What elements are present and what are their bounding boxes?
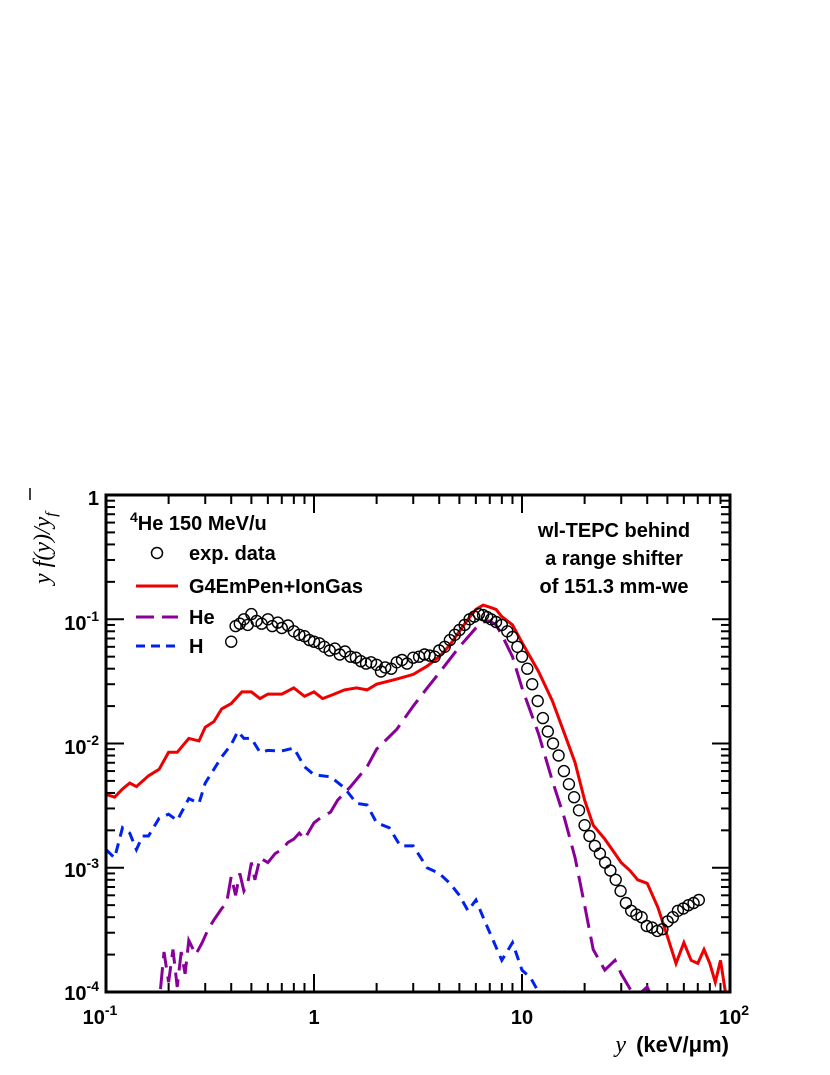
exp-data-point <box>583 829 596 843</box>
exp-data-point <box>536 711 550 725</box>
x-tick-label-1: 1 <box>308 1007 319 1029</box>
series-h-line <box>106 728 567 992</box>
y-tick-label-1e-1: 10-1 <box>64 608 99 635</box>
exp-data-point <box>344 650 357 663</box>
exp-data-point <box>593 847 607 860</box>
plot-frame <box>104 493 732 994</box>
exp-data-point <box>407 651 420 664</box>
exp-data-point <box>526 678 539 691</box>
exp-data-point <box>379 661 392 674</box>
exp-data-point <box>428 650 441 663</box>
exp-data-point <box>557 764 571 778</box>
exp-data-point <box>552 749 565 762</box>
exp-data-point <box>521 662 534 675</box>
exp-data-point <box>531 694 544 708</box>
exp-data-point <box>546 737 560 750</box>
exp-data-point <box>604 864 617 877</box>
exp-data-point <box>489 615 503 629</box>
legend-title: 4He 150 MeV/u <box>130 509 267 535</box>
annotation-line-3: of 151.3 mm-we <box>540 576 689 598</box>
x-axis-title: y (keV/μm) <box>613 1032 729 1058</box>
annotation-line-2: a range shifter <box>545 548 683 570</box>
exp-data-point <box>370 658 383 671</box>
exp-data-point <box>567 791 581 804</box>
annotation: wl-TEPC behind a range shifter of 151.3 … <box>537 520 690 598</box>
exp-data-point <box>614 884 627 898</box>
legend-label-total: G4EmPen+IonGas <box>189 576 363 598</box>
exp-data-point <box>651 924 664 938</box>
exp-data-point <box>692 893 705 907</box>
exp-data-point <box>364 656 378 669</box>
exp-data-point <box>578 819 591 832</box>
exp-data-point <box>609 873 622 886</box>
svg-text:yf(y)/yf: yf(y)/yf <box>30 510 60 586</box>
exp-data-point <box>506 630 519 644</box>
y-tick-label-1: 1 <box>88 488 99 510</box>
exp-data-point <box>472 607 485 621</box>
exp-data-point <box>423 649 436 662</box>
exp-data-point <box>562 778 576 791</box>
exp-data-point <box>224 635 238 648</box>
y-axis-title: yf(y)/yf <box>29 488 60 586</box>
legend-label-he: He <box>189 607 215 629</box>
y-tick-label-1e-4: 10-4 <box>64 978 99 1005</box>
annotation-line-1: wl-TEPC behind <box>537 520 690 542</box>
exp-data-point <box>541 725 554 738</box>
y-tick-label-1e-2: 10-2 <box>64 732 99 759</box>
exp-data-point <box>511 640 524 653</box>
exp-data-point <box>275 621 288 635</box>
legend-label-h: H <box>189 636 203 658</box>
legend-marker-exp-data <box>150 546 164 560</box>
exp-data-point <box>640 919 653 933</box>
exp-data-point <box>572 804 586 817</box>
exp-data-point <box>307 635 321 648</box>
legend-label-exp-data: exp. data <box>189 543 277 565</box>
x-tick-label-0.1: 10-1 <box>83 1002 118 1029</box>
y-tick-label-1e-3: 10-3 <box>64 855 99 882</box>
series-he-line <box>148 619 652 992</box>
legend: 4He 150 MeV/u exp. data G4EmPen+IonGas H… <box>130 509 363 658</box>
exp-data-point <box>233 617 247 630</box>
exp-data-point <box>293 628 306 641</box>
x-tick-label-100: 102 <box>719 1002 749 1029</box>
series-exp-data-markers <box>224 607 705 938</box>
exp-data-point <box>671 904 685 917</box>
x-tick-label-10: 10 <box>511 1007 533 1029</box>
exp-data-point <box>515 650 529 663</box>
